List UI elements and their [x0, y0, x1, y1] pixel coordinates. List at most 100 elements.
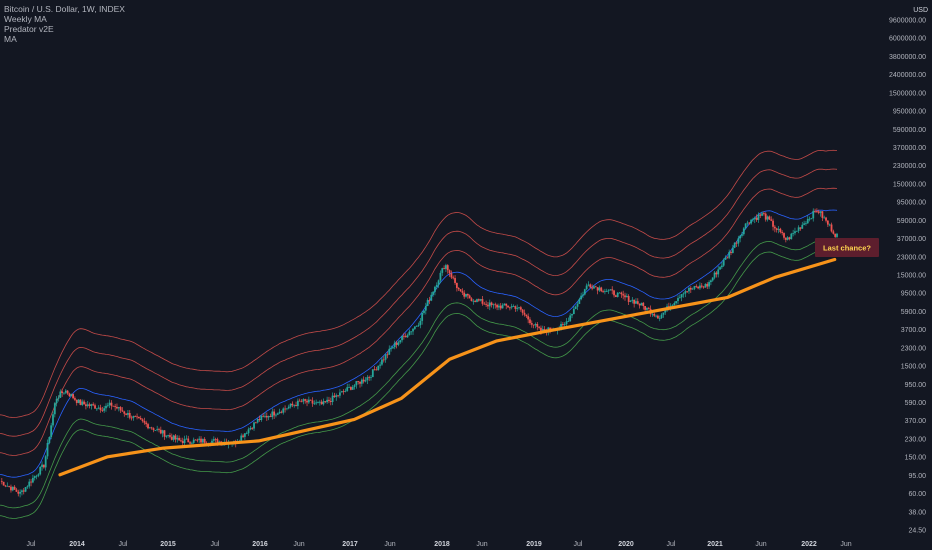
- candle-body: [582, 294, 584, 296]
- price-tick-label: 95.00: [908, 473, 926, 480]
- candle-body: [514, 306, 517, 309]
- candle-body: [700, 285, 703, 287]
- candle-body: [719, 267, 721, 270]
- candle-body: [337, 395, 339, 397]
- candle-body: [169, 435, 171, 437]
- price-tick-label: 370.00: [905, 418, 927, 425]
- candle-body: [419, 320, 422, 326]
- candle-body: [596, 287, 599, 291]
- candle-body: [245, 433, 248, 435]
- candle-body: [532, 324, 535, 326]
- candle-body: [364, 380, 367, 382]
- candle-body: [342, 391, 345, 392]
- candle-body: [178, 437, 180, 441]
- candle-body: [103, 408, 106, 411]
- candle-body: [746, 222, 749, 224]
- candle-body: [293, 405, 296, 406]
- candle-body: [375, 369, 378, 371]
- candle-body: [642, 302, 645, 307]
- candle-body: [251, 427, 254, 429]
- candle-body: [362, 379, 365, 382]
- candle-body: [636, 301, 639, 304]
- candle-body: [114, 406, 117, 408]
- price-tick-label: 150000.00: [893, 181, 926, 188]
- candle-body: [68, 393, 71, 397]
- candle-body: [483, 303, 486, 305]
- candle-body: [198, 438, 201, 440]
- candle-body: [50, 425, 53, 438]
- candle-body: [46, 442, 49, 457]
- candle-body: [70, 394, 73, 397]
- candle-body: [755, 217, 758, 220]
- candle-body: [329, 400, 332, 402]
- candle-body: [450, 273, 453, 278]
- candle-body: [788, 237, 791, 240]
- candle-body: [8, 485, 11, 487]
- candle-body: [408, 331, 411, 336]
- candle-body: [660, 314, 663, 319]
- candle-body: [492, 304, 495, 306]
- candle-body: [212, 439, 215, 441]
- candle-body: [368, 377, 371, 378]
- candle-body: [351, 386, 354, 390]
- candle-body: [503, 303, 506, 306]
- candle-body: [72, 394, 75, 399]
- candle-body: [119, 407, 122, 411]
- candle-body: [757, 214, 760, 220]
- candle-body: [4, 485, 7, 487]
- candle-body: [487, 304, 489, 307]
- candle-body: [689, 287, 692, 290]
- candle-body: [295, 405, 297, 407]
- price-tick-label: 23000.00: [897, 254, 926, 261]
- candle-body: [662, 312, 665, 315]
- indicator-predator: Predator v2E: [4, 24, 54, 34]
- candle-body: [249, 427, 252, 430]
- candle-body: [490, 302, 493, 305]
- candle-body: [543, 328, 546, 332]
- candle-body: [189, 442, 191, 444]
- candle-body: [638, 303, 641, 306]
- candle-body: [333, 395, 336, 397]
- candle-body: [510, 306, 513, 308]
- candle-body: [609, 289, 612, 291]
- candle-body: [386, 354, 389, 356]
- price-tick-label: 370000.00: [893, 145, 926, 152]
- price-tick-label: 59000.00: [897, 218, 926, 225]
- candle-body: [201, 438, 204, 443]
- price-tick-label: 590.00: [905, 400, 927, 407]
- candle-body: [379, 364, 382, 366]
- candle-body: [174, 435, 177, 440]
- candle-body: [373, 369, 376, 371]
- candle-body: [527, 316, 530, 320]
- candle-body: [814, 210, 816, 212]
- candle-body: [0, 481, 3, 482]
- candle-body: [156, 429, 159, 430]
- moving-average: [58, 257, 837, 477]
- candle-body: [494, 304, 497, 306]
- candle-body: [139, 418, 142, 420]
- candle-body: [560, 324, 562, 329]
- time-tick-label: 2018: [434, 541, 450, 548]
- candle-body: [17, 491, 20, 494]
- candle-body: [678, 297, 681, 299]
- candle-body: [441, 268, 444, 273]
- candle-body: [720, 265, 723, 268]
- candle-body: [105, 405, 107, 409]
- candle-body: [306, 400, 308, 403]
- candle-body: [289, 403, 292, 407]
- last-chance-callout: Last chance?: [815, 238, 879, 257]
- candle-body: [74, 398, 76, 400]
- candle-body: [75, 399, 78, 403]
- candle-body: [574, 306, 577, 309]
- lower-band: [0, 240, 838, 509]
- candle-body: [331, 395, 334, 402]
- candle-body: [382, 359, 385, 361]
- candle-body: [185, 438, 188, 440]
- price-tick-label: 2300.00: [901, 345, 926, 352]
- candle-body: [432, 291, 435, 295]
- candle-body: [401, 335, 403, 341]
- candle-body: [625, 295, 628, 298]
- candle-body: [116, 406, 118, 409]
- candle-body: [21, 490, 23, 492]
